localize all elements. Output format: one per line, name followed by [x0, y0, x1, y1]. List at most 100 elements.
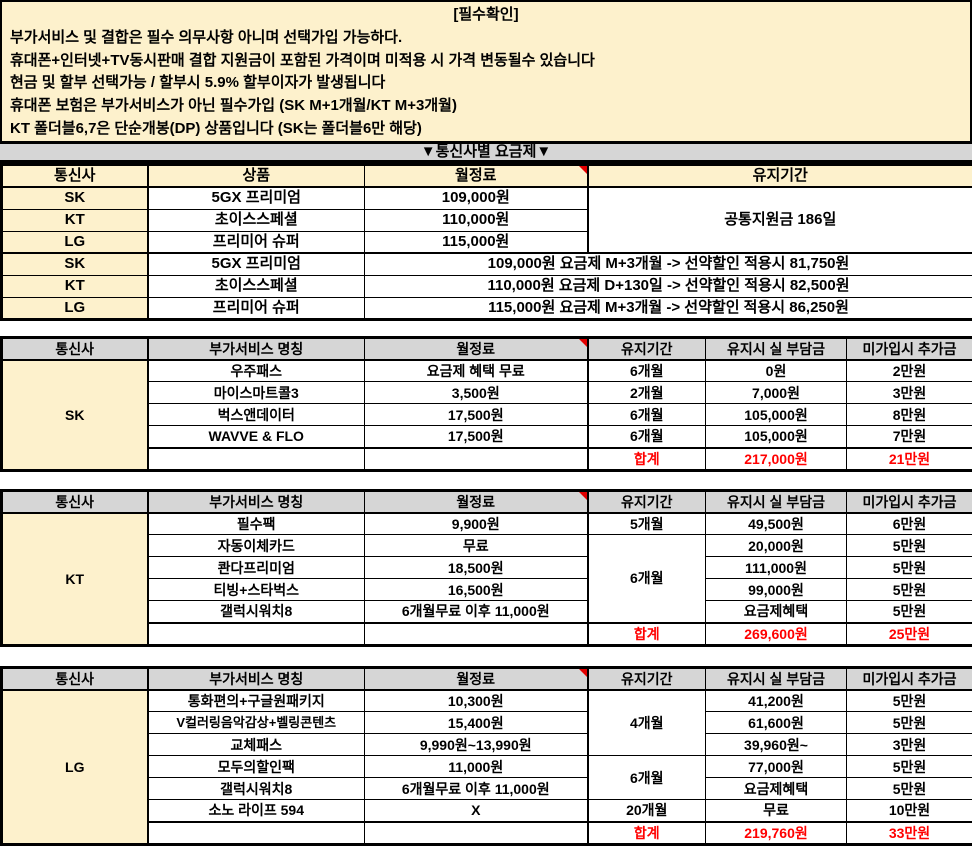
fee-cell: 6개월무료 이후 11,000원 [364, 600, 589, 623]
table-row: SK 5GX 프리미엄 109,000원 공통지원금 186일 [1, 186, 972, 254]
fee-cell: X [364, 799, 589, 822]
sum-label: 합계 [587, 621, 706, 646]
support-note-cell: 공통지원금 186일 [587, 186, 972, 254]
period-cell: 20개월 [587, 799, 706, 822]
table-row: KT 초이스스페셜 110,000원 요금제 D+130일 -> 선약할인 적용… [1, 274, 972, 298]
sk-table-header-row: 통신사 부가서비스 명칭 월정료 유지기간 유지시 실 부담금 미가입시 추가금 [1, 336, 972, 361]
fee-cell: 6개월무료 이후 11,000원 [364, 777, 589, 800]
cost-cell: 77,000원 [705, 755, 847, 778]
column-header-carrier: 통신사 [1, 489, 149, 514]
service-cell: V컬러링음악감상+벨링콘텐츠 [147, 711, 365, 734]
column-header-cost: 유지시 실 부담금 [705, 666, 847, 691]
sum-extra: 21만원 [846, 446, 972, 471]
carrier-cell: LG [1, 230, 149, 254]
cost-cell: 0원 [705, 359, 847, 382]
cost-cell: 요금제혜택 [705, 777, 847, 800]
fee-cell: 17,500원 [364, 425, 589, 448]
sum-row: 합계 219,760원 33만원 [2, 820, 972, 845]
section-header: ▼통신사별 요금제▼ [0, 141, 972, 163]
column-header-fee: 월정료 [364, 489, 589, 514]
column-header-period: 유지기간 [587, 666, 706, 691]
spacer [0, 321, 972, 336]
fee-cell: 요금제 혜택 무료 [364, 359, 589, 382]
period-cell: 5개월 [587, 512, 706, 535]
service-cell: 교체패스 [147, 733, 365, 756]
kt-addon-table: 통신사 부가서비스 명칭 월정료 유지기간 유지시 실 부담금 미가입시 추가금… [0, 488, 972, 647]
extra-cell: 5만원 [846, 534, 972, 557]
extra-cell: 10만원 [846, 799, 972, 822]
extra-cell: 7만원 [846, 425, 972, 448]
carrier-cell: SK [1, 359, 149, 471]
period-cell: 6개월 [587, 755, 706, 800]
period-cell: 6개월 [587, 534, 706, 623]
fee-cell: 109,000원 [364, 186, 589, 210]
sum-cost: 269,600원 [705, 621, 847, 646]
sum-row: 합계 217,000원 21만원 [2, 446, 972, 471]
column-header-service: 부가서비스 명칭 [147, 666, 365, 691]
cost-cell: 105,000원 [705, 403, 847, 426]
service-cell: 통화편의+구글원패키지 [147, 689, 365, 712]
extra-cell: 8만원 [846, 403, 972, 426]
plan-table-header-row: 통신사 상품 월정료 유지기간 [1, 164, 972, 188]
cost-cell: 7,000원 [705, 381, 847, 404]
sum-cost: 217,000원 [705, 446, 847, 471]
lg-table-header-row: 통신사 부가서비스 명칭 월정료 유지기간 유지시 실 부담금 미가입시 추가금 [1, 666, 972, 691]
column-header-service: 부가서비스 명칭 [147, 336, 365, 361]
empty-cell [147, 446, 365, 471]
table-row: LG 프리미어 슈퍼 115,000원 요금제 M+3개월 -> 선약할인 적용… [1, 296, 972, 320]
service-cell: 소노 라이프 594 [147, 799, 365, 822]
cost-cell: 61,600원 [705, 711, 847, 734]
table-row: WAVVE & FLO 17,500원 6개월 105,000원 7만원 [2, 425, 972, 448]
product-cell: 5GX 프리미엄 [147, 186, 365, 210]
table-row: SK 우주패스 요금제 혜택 무료 6개월 0원 2만원 [1, 359, 972, 471]
carrier-cell: LG [1, 296, 149, 320]
cost-cell: 요금제혜택 [705, 600, 847, 623]
table-row: SK 5GX 프리미엄 109,000원 요금제 M+3개월 -> 선약할인 적… [1, 252, 972, 276]
column-header-carrier: 통신사 [1, 336, 149, 361]
lg-addon-table: 통신사 부가서비스 명칭 월정료 유지기간 유지시 실 부담금 미가입시 추가금… [0, 665, 972, 846]
discount-detail-cell: 110,000원 요금제 D+130일 -> 선약할인 적용시 82,500원 [364, 274, 972, 298]
spacer [0, 647, 972, 666]
carrier-cell: SK [1, 252, 149, 276]
cost-cell: 111,000원 [705, 556, 847, 579]
service-cell: 갤럭시워치8 [147, 777, 365, 800]
column-header-cost: 유지시 실 부담금 [705, 489, 847, 514]
column-header-extra: 미가입시 추가금 [846, 489, 972, 514]
sum-extra: 25만원 [846, 621, 972, 646]
fee-cell: 18,500원 [364, 556, 589, 579]
carrier-cell: KT [1, 274, 149, 298]
table-row: 벅스앤데이터 17,500원 6개월 105,000원 8만원 [2, 403, 972, 426]
product-cell: 프리미어 슈퍼 [147, 230, 365, 254]
discount-detail-cell: 109,000원 요금제 M+3개월 -> 선약할인 적용시 81,750원 [364, 252, 972, 276]
notice-line: 현금 및 할부 선택가능 / 할부시 5.9% 할부이자가 발생됩니다 [10, 74, 386, 92]
product-cell: 5GX 프리미엄 [147, 252, 365, 276]
sum-label: 합계 [587, 820, 706, 845]
period-cell: 6개월 [587, 403, 706, 426]
extra-cell: 5만원 [846, 556, 972, 579]
product-cell: 프리미어 슈퍼 [147, 296, 365, 320]
fee-cell: 10,300원 [364, 689, 589, 712]
extra-cell: 5만원 [846, 711, 972, 734]
column-header-fee: 월정료 [364, 164, 589, 188]
extra-cell: 3만원 [846, 381, 972, 404]
service-cell: 벅스앤데이터 [147, 403, 365, 426]
table-row: 소노 라이프 594 X 20개월 무료 10만원 [2, 799, 972, 822]
column-header-period: 유지기간 [587, 164, 972, 188]
table-row: 갤럭시워치8 6개월무료 이후 11,000원 요금제혜택 5만원 [2, 600, 972, 623]
fee-cell: 110,000원 [364, 208, 589, 232]
service-cell: 갤럭시워치8 [147, 600, 365, 623]
sk-addon-table: 통신사 부가서비스 명칭 월정료 유지기간 유지시 실 부담금 미가입시 추가금… [0, 335, 972, 472]
column-header-fee-label: 월정료 [455, 167, 497, 184]
empty-cell [364, 446, 589, 471]
fee-cell: 11,000원 [364, 755, 589, 778]
fee-cell: 17,500원 [364, 403, 589, 426]
column-header-cost: 유지시 실 부담금 [705, 336, 847, 361]
service-cell: 우주패스 [147, 359, 365, 382]
cost-cell: 41,200원 [705, 689, 847, 712]
service-cell: 모두의할인팩 [147, 755, 365, 778]
fee-cell: 16,500원 [364, 578, 589, 601]
table-row: 마이스마트콜3 3,500원 2개월 7,000원 3만원 [2, 381, 972, 404]
fee-cell: 15,400원 [364, 711, 589, 734]
extra-cell: 5만원 [846, 578, 972, 601]
column-header-carrier: 통신사 [1, 164, 149, 188]
